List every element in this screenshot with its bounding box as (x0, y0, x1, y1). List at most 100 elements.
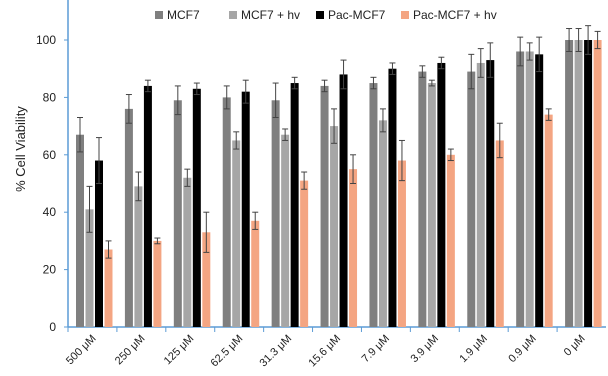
bar (525, 51, 534, 327)
error-bar (545, 108, 552, 121)
error-bar (438, 56, 445, 70)
error-bar (447, 148, 454, 162)
y-tick-label: 40 (43, 205, 57, 219)
bar (565, 40, 574, 327)
error-bar (496, 122, 503, 159)
legend-label: Pac-MCF7 (328, 8, 386, 22)
bar (183, 177, 192, 327)
y-tick-label: 100 (36, 33, 56, 47)
legend-item: Pac-MCF7 (316, 8, 386, 22)
error-bar (468, 53, 475, 90)
bar (134, 186, 143, 327)
error-bar (350, 154, 357, 184)
error-bars-group (77, 25, 601, 259)
bar (251, 220, 260, 327)
error-bar (242, 79, 249, 104)
x-tick-label: 250 μM (113, 333, 148, 368)
error-bar (184, 168, 191, 187)
error-bar (594, 30, 601, 50)
error-bar (135, 171, 142, 202)
legend-item: MCF7 + hv (229, 8, 300, 22)
y-axis: 0 20 40 60 80 100 (36, 0, 69, 334)
x-tick-label: 500 μM (64, 333, 99, 368)
bar (574, 40, 583, 327)
error-bar (301, 171, 308, 190)
legend-swatch (401, 11, 409, 19)
bar (397, 160, 406, 327)
error-bar (282, 128, 289, 141)
error-bar (477, 48, 484, 78)
error-bar (575, 28, 582, 52)
error-bar (389, 62, 396, 75)
x-tick-label: 0 μM (562, 333, 588, 359)
error-bar (419, 65, 426, 78)
error-bar (517, 36, 524, 67)
bar (76, 134, 84, 327)
legend-swatch (155, 11, 163, 19)
bar (271, 100, 280, 328)
error-bar (96, 137, 102, 184)
error-bar (536, 36, 543, 73)
y-axis-label: % Cell Viability (13, 106, 28, 192)
error-bar (233, 131, 240, 150)
bar (104, 249, 113, 327)
error-bar (379, 108, 386, 133)
error-bar (291, 76, 298, 90)
bar (281, 134, 290, 327)
bar (593, 40, 602, 327)
error-bar (526, 42, 533, 61)
bar (202, 232, 211, 327)
error-bar (105, 240, 112, 259)
error-bar (321, 79, 328, 93)
bar (330, 126, 339, 327)
y-tick-label: 80 (43, 90, 57, 104)
x-tick-label: 3.9 μM (409, 333, 441, 365)
y-tick-label: 0 (49, 320, 56, 334)
bars-group (76, 40, 602, 328)
y-tick-label: 60 (43, 148, 57, 162)
x-tick-label: 0.9 μM (506, 333, 538, 365)
bar (446, 154, 455, 327)
legend-swatch (229, 11, 237, 19)
bar (85, 209, 94, 327)
x-tick-label: 7.9 μM (360, 333, 392, 365)
bar (222, 97, 231, 328)
bar (418, 71, 427, 327)
bar (320, 85, 329, 327)
error-bar (174, 85, 181, 116)
bar (495, 140, 504, 327)
bar (232, 140, 241, 327)
bar (388, 68, 397, 327)
legend-label: MCF7 (167, 8, 200, 22)
bar (143, 85, 152, 327)
error-bar (272, 82, 279, 118)
error-bar (144, 79, 151, 93)
bar (486, 60, 495, 328)
bar (535, 54, 544, 327)
bar (124, 108, 133, 327)
y-tick-label: 20 (43, 263, 57, 277)
error-bar (77, 116, 83, 153)
error-bar (331, 108, 338, 144)
bar (173, 100, 182, 328)
bar (153, 240, 162, 327)
bar (339, 74, 348, 327)
bar (516, 51, 525, 327)
bar (95, 160, 103, 327)
bar (437, 62, 446, 328)
x-tick-label: 125 μM (162, 333, 197, 368)
bar (349, 169, 358, 327)
x-tick-label: 62.5 μM (209, 333, 246, 370)
error-bar (154, 237, 161, 245)
x-tick-label: 15.6 μM (306, 333, 343, 370)
error-bar (203, 211, 210, 253)
bar (476, 62, 485, 328)
error-bar (223, 85, 230, 110)
error-bar (487, 42, 494, 78)
bar (192, 88, 201, 327)
legend-label: Pac-MCF7 + hv (413, 8, 497, 22)
bar (290, 83, 299, 327)
bar (300, 180, 309, 327)
